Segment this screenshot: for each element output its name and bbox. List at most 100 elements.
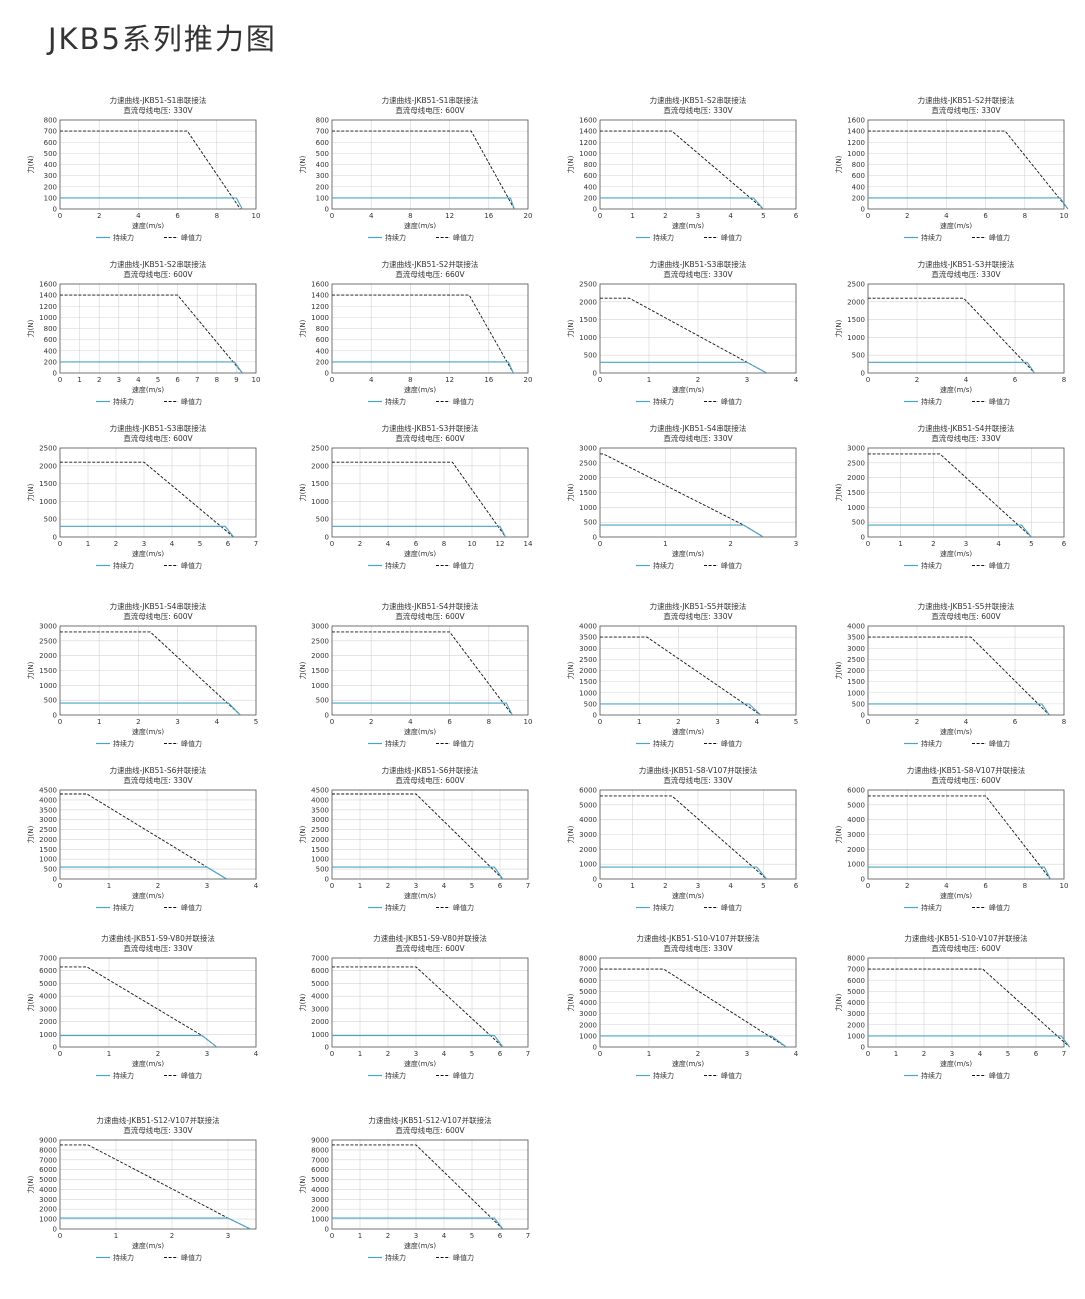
chart-title: 力速曲线-JKB51-S3串联接法 <box>110 423 207 433</box>
legend-peak-label: 峰值力 <box>453 903 474 912</box>
y-tick-label: 4000 <box>579 816 597 824</box>
x-axis-label: 速度(m/s) <box>672 549 705 558</box>
x-tick-label: 8 <box>1062 718 1066 726</box>
force-speed-chart: 力速曲线-JKB51-S4并联接法 直流母线电压: 330V 0 1 2 3 4 5 6 0 500… <box>828 420 1085 590</box>
chart-subtitle: 直流母线电压: 600V <box>395 943 465 953</box>
y-tick-label: 7000 <box>39 1156 57 1164</box>
x-tick-label: 0 <box>866 540 870 548</box>
legend-continuous-label: 持续力 <box>385 739 406 748</box>
peak-force-line <box>600 969 786 1047</box>
y-tick-label: 200 <box>44 358 57 366</box>
x-tick-label: 2 <box>369 718 373 726</box>
legend-peak-label: 峰值力 <box>453 1071 474 1080</box>
y-tick-label: 500 <box>852 352 865 360</box>
chart-svg: 力速曲线-JKB51-S2并联接法直流母线电压: 330V0 2 4 6 8 100200… <box>828 92 1085 267</box>
chart-svg: 力速曲线-JKB51-S4串联接法直流母线电压: 330V0 1 2 30500100… <box>560 420 828 595</box>
peak-force-line <box>332 295 513 373</box>
x-tick-label: 0 <box>58 1232 62 1240</box>
chart-subtitle: 直流母线电压: 330V <box>931 269 1001 279</box>
y-axis-label: 力(N) <box>26 155 35 173</box>
y-tick-label: 600 <box>316 336 329 344</box>
continuous-force-line <box>868 198 1068 209</box>
y-tick-label: 1600 <box>311 281 329 289</box>
x-tick-label: 6 <box>1062 540 1067 548</box>
y-axis-label: 力(N) <box>566 825 575 843</box>
plot-frame <box>332 790 528 879</box>
y-tick-label: 0 <box>53 1226 57 1234</box>
legend-peak-label: 峰值力 <box>989 903 1010 912</box>
peak-force-line <box>868 131 1068 209</box>
force-speed-chart: 力速曲线-JKB51-S3并联接法 直流母线电压: 330V 0 2 4 6 8 0 500 10… <box>828 256 1085 426</box>
x-tick-label: 4 <box>755 718 760 726</box>
x-tick-label: 12 <box>445 212 454 220</box>
chart-svg: 力速曲线-JKB51-S10-V107并联接法直流母线电压: 600V0 1 2 3 4… <box>828 930 1085 1105</box>
x-tick-label: 3 <box>226 1232 230 1240</box>
x-tick-label: 8 <box>408 212 412 220</box>
x-tick-label: 10 <box>1060 882 1069 890</box>
y-tick-label: 2500 <box>311 445 329 453</box>
y-tick-label: 3000 <box>311 623 329 631</box>
y-tick-label: 500 <box>44 697 57 705</box>
chart-title: 力速曲线-JKB51-S2串联接法 <box>110 259 207 269</box>
legend-peak-label: 峰值力 <box>453 561 474 570</box>
x-tick-label: 0 <box>866 212 870 220</box>
x-tick-label: 0 <box>598 1050 602 1058</box>
y-tick-label: 0 <box>861 876 865 884</box>
y-tick-label: 300 <box>316 172 329 180</box>
x-tick-label: 2 <box>156 1050 160 1058</box>
chart-title: 力速曲线-JKB51-S4并联接法 <box>918 423 1015 433</box>
y-tick-label: 0 <box>325 206 329 214</box>
x-tick-label: 4 <box>794 376 799 384</box>
legend-peak-label: 峰值力 <box>989 397 1010 406</box>
x-axis-label: 速度(m/s) <box>132 1059 165 1068</box>
chart-subtitle: 直流母线电压: 600V <box>395 105 465 115</box>
y-tick-label: 400 <box>852 183 865 191</box>
y-tick-label: 5000 <box>579 988 597 996</box>
y-tick-label: 500 <box>316 697 329 705</box>
chart-title: 力速曲线-JKB51-S9-V80并联接法 <box>373 933 487 943</box>
y-tick-label: 4500 <box>39 787 57 795</box>
y-tick-label: 4000 <box>39 993 57 1001</box>
legend-continuous-label: 持续力 <box>653 561 674 570</box>
x-tick-label: 5 <box>470 1050 474 1058</box>
x-tick-label: 0 <box>330 718 334 726</box>
y-tick-label: 1400 <box>311 292 329 300</box>
peak-force-line <box>868 454 1031 537</box>
x-axis-label: 速度(m/s) <box>672 727 705 736</box>
legend-continuous-label: 持续力 <box>921 903 942 912</box>
force-speed-chart: 力速曲线-JKB51-S2并联接法 直流母线电压: 330V 0 2 4 6 8 10 0 200… <box>828 92 1085 262</box>
force-speed-chart: 力速曲线-JKB51-S6并联接法 直流母线电压: 600V 0 1 2 3 4 5 6 7 0 50… <box>292 762 560 932</box>
y-tick-label: 500 <box>584 519 597 527</box>
y-tick-label: 200 <box>316 183 329 191</box>
legend-peak-label: 峰值力 <box>181 1071 202 1080</box>
x-tick-label: 3 <box>142 540 146 548</box>
continuous-force-line <box>60 1036 217 1047</box>
legend-continuous-label: 持续力 <box>385 233 406 242</box>
x-tick-label: 8 <box>215 376 219 384</box>
y-tick-label: 6000 <box>847 977 865 985</box>
peak-force-line <box>332 794 503 879</box>
continuous-force-line <box>332 526 506 537</box>
force-speed-chart: 力速曲线-JKB51-S12-V107并联接法 直流母线电压: 600V 0 1 2 3 4… <box>292 1112 560 1282</box>
x-tick-label: 3 <box>715 718 719 726</box>
x-tick-label: 3 <box>205 882 209 890</box>
continuous-force-line <box>868 867 1050 879</box>
y-tick-label: 3000 <box>579 645 597 653</box>
x-tick-label: 6 <box>794 882 799 890</box>
force-speed-chart: 力速曲线-JKB51-S2串联接法 直流母线电压: 330V 0 1 2 3 4 5 6 0 200… <box>560 92 828 262</box>
x-tick-label: 5 <box>470 1232 474 1240</box>
force-speed-chart: 力速曲线-JKB51-S4并联接法 直流母线电压: 600V 0 2 4 6 8 10 0 500… <box>292 598 560 768</box>
y-tick-label: 4000 <box>579 623 597 631</box>
y-tick-label: 2000 <box>579 667 597 675</box>
y-axis-label: 力(N) <box>26 1175 35 1193</box>
y-tick-label: 1000 <box>579 1032 597 1040</box>
chart-svg: 力速曲线-JKB51-S4并联接法直流母线电压: 330V0 1 2 3 4 5 60500… <box>828 420 1085 595</box>
y-tick-label: 1000 <box>847 861 865 869</box>
x-tick-label: 4 <box>442 1232 447 1240</box>
y-tick-label: 3000 <box>847 1010 865 1018</box>
chart-subtitle: 直流母线电压: 330V <box>123 775 193 785</box>
y-tick-label: 4000 <box>311 993 329 1001</box>
plot-frame <box>332 1140 528 1229</box>
y-axis-label: 力(N) <box>26 661 35 679</box>
